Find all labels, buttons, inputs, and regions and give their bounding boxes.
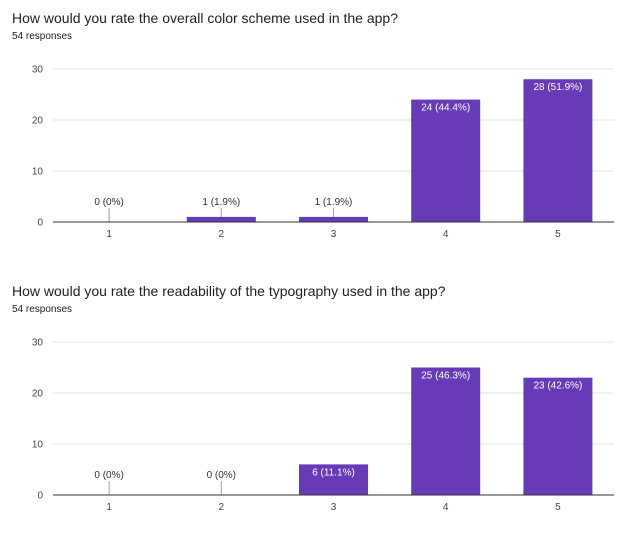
bar[interactable] bbox=[523, 79, 593, 222]
y-tick-label: 0 bbox=[37, 491, 43, 502]
response-count: 54 responses bbox=[12, 31, 73, 42]
question-title: How would you rate the readability of th… bbox=[12, 283, 446, 299]
data-label: 25 (46.3%) bbox=[421, 371, 470, 382]
response-count: 54 responses bbox=[12, 304, 73, 315]
x-tick-label: 1 bbox=[106, 229, 112, 240]
x-tick-label: 2 bbox=[219, 229, 225, 240]
data-label: 6 (11.1%) bbox=[312, 467, 355, 478]
data-label: 0 (0%) bbox=[207, 470, 236, 481]
x-tick-label: 2 bbox=[219, 502, 225, 513]
bar[interactable] bbox=[523, 377, 593, 495]
x-tick-label: 4 bbox=[443, 229, 449, 240]
bar[interactable] bbox=[411, 99, 481, 222]
data-label: 1 (1.9%) bbox=[315, 197, 353, 208]
question-card-typography-readability: How would you rate the readability of th… bbox=[0, 273, 626, 535]
data-label: 0 (0%) bbox=[94, 470, 123, 481]
bar[interactable] bbox=[299, 464, 368, 495]
bar-chart: 0 10 20 30 0 (0%) 1 0 (0%) 2 6 (11.1%) 3 25 (46.3%… bbox=[32, 338, 614, 513]
y-tick-label: 10 bbox=[32, 167, 44, 178]
data-label: 1 (1.9%) bbox=[202, 197, 240, 208]
x-tick-label: 5 bbox=[555, 229, 561, 240]
question-card-color-scheme: How would you rate the overall color sch… bbox=[0, 0, 626, 262]
data-label: 28 (51.9%) bbox=[533, 82, 582, 93]
x-tick-label: 1 bbox=[106, 502, 112, 513]
x-tick-label: 4 bbox=[443, 502, 449, 513]
bar[interactable] bbox=[299, 216, 368, 222]
y-tick-label: 10 bbox=[32, 440, 44, 451]
data-label: 0 (0%) bbox=[94, 197, 123, 208]
data-label: 24 (44.4%) bbox=[421, 103, 470, 114]
question-title: How would you rate the overall color sch… bbox=[12, 10, 398, 26]
y-tick-label: 20 bbox=[32, 389, 44, 400]
y-tick-label: 30 bbox=[32, 338, 44, 349]
x-tick-label: 5 bbox=[555, 502, 561, 513]
bar-chart: 0 10 20 30 0 (0%) 1 1 (1.9%) 2 1 (1.9%) 3 24 (44.4… bbox=[32, 65, 614, 240]
y-tick-label: 30 bbox=[32, 65, 44, 76]
y-tick-label: 20 bbox=[32, 116, 44, 127]
x-tick-label: 3 bbox=[331, 229, 337, 240]
y-tick-label: 0 bbox=[37, 218, 43, 229]
bar[interactable] bbox=[186, 216, 256, 222]
x-tick-label: 3 bbox=[331, 502, 337, 513]
data-label: 23 (42.6%) bbox=[533, 381, 582, 392]
bar[interactable] bbox=[411, 367, 481, 496]
